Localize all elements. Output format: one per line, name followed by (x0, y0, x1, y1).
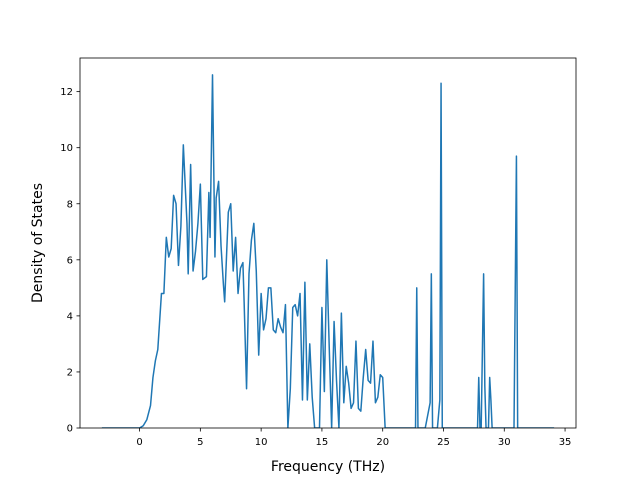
y-tick-label: 12 (60, 87, 73, 98)
x-axis: 0 5 10 15 20 25 30 35 (136, 428, 571, 448)
x-tick-label: 35 (559, 437, 572, 448)
y-tick-label: 8 (67, 199, 73, 210)
y-axis-label: Density of States (30, 183, 46, 303)
x-tick-label: 10 (255, 437, 268, 448)
x-tick-label: 0 (136, 437, 142, 448)
series-layer (101, 74, 555, 428)
y-tick-label: 2 (67, 367, 73, 378)
y-tick-label: 0 (67, 424, 73, 435)
x-axis-label: Frequency (THz) (271, 459, 385, 475)
x-tick-label: 30 (498, 437, 511, 448)
x-tick-label: 5 (197, 437, 203, 448)
x-tick-label: 25 (437, 437, 450, 448)
plot-frame (79, 57, 577, 429)
y-tick-label: 6 (67, 255, 73, 266)
dos-line (101, 74, 555, 428)
y-tick-label: 4 (67, 311, 73, 322)
x-tick-label: 20 (376, 437, 389, 448)
y-axis: 0 2 4 6 8 10 12 (60, 87, 80, 435)
y-tick-label: 10 (60, 143, 73, 154)
x-tick-label: 15 (316, 437, 329, 448)
